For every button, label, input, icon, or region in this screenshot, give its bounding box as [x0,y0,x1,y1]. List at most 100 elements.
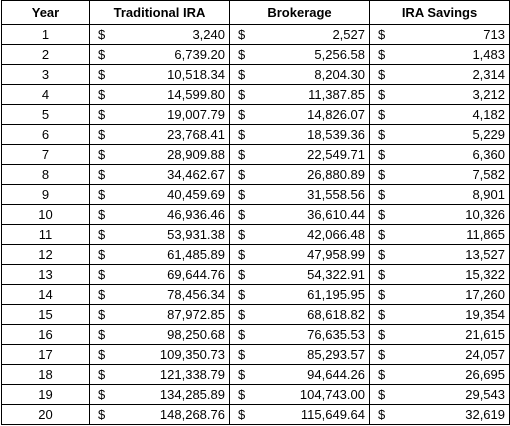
table-row: 12 $61,485.89 $47,958.99 $13,527 [1,244,510,265]
amount-cell: $36,610.44 [229,204,370,225]
amount-value: 36,610.44 [307,207,365,222]
amount-content: $42,066.48 [238,227,365,242]
amount-value: 4,182 [472,107,505,122]
currency-symbol: $ [98,347,106,362]
amount-content: $19,354 [378,307,505,322]
amount-cell: $98,250.68 [89,324,230,345]
amount-content: $19,007.79 [98,107,225,122]
amount-content: $46,936.46 [98,207,225,222]
amount-value: 68,618.82 [307,307,365,322]
amount-content: $5,229 [378,127,505,142]
amount-value: 2,527 [332,27,365,42]
currency-symbol: $ [238,47,246,62]
amount-cell: $1,483 [369,44,510,65]
currency-symbol: $ [378,387,386,402]
amount-value: 19,354 [465,307,505,322]
year-cell: 9 [1,184,90,205]
currency-symbol: $ [378,327,386,342]
amount-content: $54,322.91 [238,267,365,282]
amount-content: $40,459.69 [98,187,225,202]
table-row: 18 $121,338.79 $94,644.26 $26,695 [1,364,510,385]
amount-cell: $19,354 [369,304,510,325]
amount-cell: $11,387.85 [229,84,370,105]
amount-value: 3,212 [472,87,505,102]
year-cell: 14 [1,284,90,305]
amount-cell: $22,549.71 [229,144,370,165]
amount-content: $15,322 [378,267,505,282]
amount-content: $11,865 [378,227,505,242]
amount-value: 109,350.73 [159,347,225,362]
table-row: 6 $23,768.41 $18,539.36 $5,229 [1,124,510,145]
amount-value: 46,936.46 [167,207,225,222]
amount-cell: $11,865 [369,224,510,245]
amount-value: 6,360 [472,147,505,162]
currency-symbol: $ [378,367,386,382]
amount-content: $5,256.58 [238,47,365,62]
year-cell: 1 [1,24,90,45]
amount-content: $36,610.44 [238,207,365,222]
currency-symbol: $ [238,127,246,142]
year-cell: 18 [1,364,90,385]
amount-content: $61,195.95 [238,287,365,302]
currency-symbol: $ [238,67,246,82]
table-body: 1 $3,240 $2,527 $713 2 $6,739.20 $5,256.58 $1,4… [1,24,510,425]
amount-content: $14,826.07 [238,107,365,122]
amount-value: 22,549.71 [307,147,365,162]
year-cell: 11 [1,224,90,245]
table-row: 15 $87,972.85 $68,618.82 $19,354 [1,304,510,325]
year-cell: 13 [1,264,90,285]
amount-content: $14,599.80 [98,87,225,102]
amount-cell: $104,743.00 [229,384,370,405]
amount-content: $148,268.76 [98,407,225,422]
column-header: Year [1,0,90,25]
currency-symbol: $ [238,407,246,422]
amount-value: 8,901 [472,187,505,202]
amount-cell: $10,326 [369,204,510,225]
currency-symbol: $ [238,207,246,222]
table-row: 8 $34,462.67 $26,880.89 $7,582 [1,164,510,185]
amount-cell: $115,649.64 [229,404,370,425]
year-cell: 15 [1,304,90,325]
amount-value: 5,256.58 [314,47,365,62]
currency-symbol: $ [238,27,246,42]
amount-content: $98,250.68 [98,327,225,342]
currency-symbol: $ [238,187,246,202]
column-header: IRA Savings [369,0,510,25]
amount-value: 23,768.41 [167,127,225,142]
currency-symbol: $ [238,107,246,122]
year-cell: 3 [1,64,90,85]
amount-content: $104,743.00 [238,387,365,402]
amount-value: 26,695 [465,367,505,382]
amount-content: $713 [378,27,505,42]
year-cell: 17 [1,344,90,365]
currency-symbol: $ [98,147,106,162]
currency-symbol: $ [238,367,246,382]
currency-symbol: $ [98,307,106,322]
column-header: Traditional IRA [89,0,230,25]
amount-value: 148,268.76 [159,407,225,422]
amount-content: $69,644.76 [98,267,225,282]
amount-value: 42,066.48 [307,227,365,242]
amount-cell: $2,314 [369,64,510,85]
amount-value: 104,743.00 [299,387,365,402]
amount-cell: $4,182 [369,104,510,125]
amount-cell: $134,285.89 [89,384,230,405]
amount-value: 54,322.91 [307,267,365,282]
currency-symbol: $ [98,207,106,222]
amount-content: $3,240 [98,27,225,42]
amount-value: 24,057 [465,347,505,362]
currency-symbol: $ [378,67,386,82]
amount-content: $134,285.89 [98,387,225,402]
amount-cell: $713 [369,24,510,45]
amount-value: 6,739.20 [174,47,225,62]
amount-cell: $19,007.79 [89,104,230,125]
amount-cell: $47,958.99 [229,244,370,265]
currency-symbol: $ [238,167,246,182]
amount-content: $11,387.85 [238,87,365,102]
amount-content: $1,483 [378,47,505,62]
amount-cell: $14,599.80 [89,84,230,105]
amount-content: $34,462.67 [98,167,225,182]
amount-value: 40,459.69 [167,187,225,202]
amount-content: $61,485.89 [98,247,225,262]
